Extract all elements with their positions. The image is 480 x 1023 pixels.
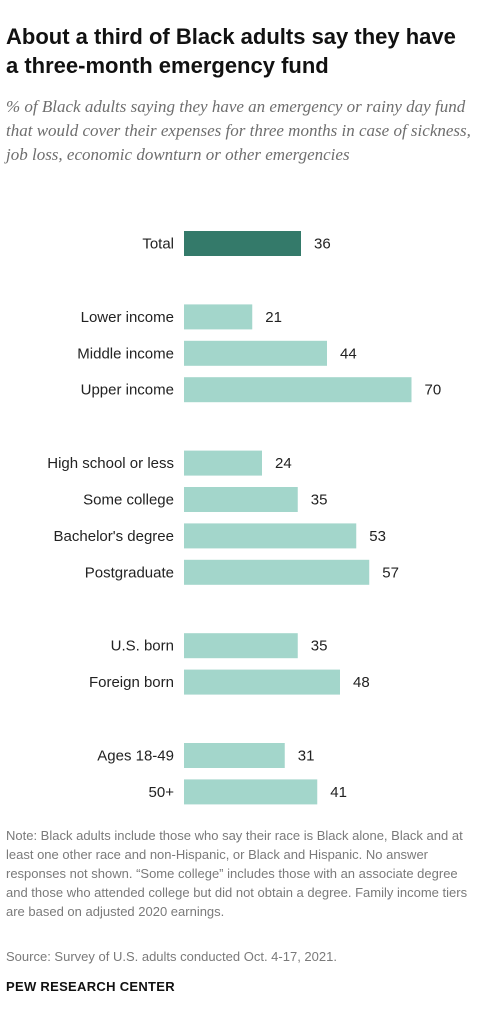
bar-ages-18-49 (184, 743, 285, 768)
category-label: 50+ (149, 784, 175, 801)
bar-some-college (184, 487, 298, 512)
pew-research-logo: PEW RESEARCH CENTER (6, 979, 175, 994)
category-label: Bachelor's degree (54, 528, 174, 545)
bar-foreign-born (184, 669, 340, 695)
value-label: 36 (314, 236, 331, 253)
category-label: Some college (83, 492, 174, 509)
category-label: Upper income (81, 382, 174, 399)
value-label: 48 (353, 674, 370, 691)
bar-chart: Total 36 Lower income 21 Middle income 44 Uppe… (47, 231, 442, 805)
value-label: 21 (265, 309, 282, 326)
bar-lower-income (184, 304, 253, 330)
bar-50 (184, 779, 318, 805)
bar-u-s-born (184, 633, 298, 659)
value-label: 44 (340, 345, 357, 362)
category-label: Postgraduate (85, 564, 174, 581)
chart-title: About a third of Black adults say they h… (6, 24, 456, 78)
chart-subtitle: % of Black adults saying they have an em… (6, 97, 471, 164)
bar-high-school-or-less (184, 450, 262, 476)
value-label: 53 (369, 528, 386, 545)
chart-note: Note: Black adults include those who say… (6, 828, 468, 919)
bar-bachelor-s-degree (184, 523, 357, 549)
category-label: Lower income (81, 309, 174, 326)
value-label: 35 (311, 492, 328, 509)
chart-source: Source: Survey of U.S. adults conducted … (6, 949, 337, 964)
bar-total (184, 231, 301, 256)
category-label: Total (142, 236, 174, 253)
category-label: High school or less (47, 455, 174, 472)
value-label: 31 (298, 748, 315, 765)
value-label: 24 (275, 455, 292, 472)
value-label: 57 (382, 564, 399, 581)
category-label: Foreign born (89, 674, 174, 691)
bar-upper-income (184, 377, 412, 403)
bar-postgraduate (184, 559, 370, 585)
category-label: U.S. born (111, 638, 174, 655)
bar-middle-income (184, 340, 327, 366)
category-label: Ages 18-49 (97, 748, 174, 765)
value-label: 70 (425, 382, 442, 399)
value-label: 35 (311, 638, 328, 655)
category-label: Middle income (77, 345, 174, 362)
value-label: 41 (330, 784, 347, 801)
